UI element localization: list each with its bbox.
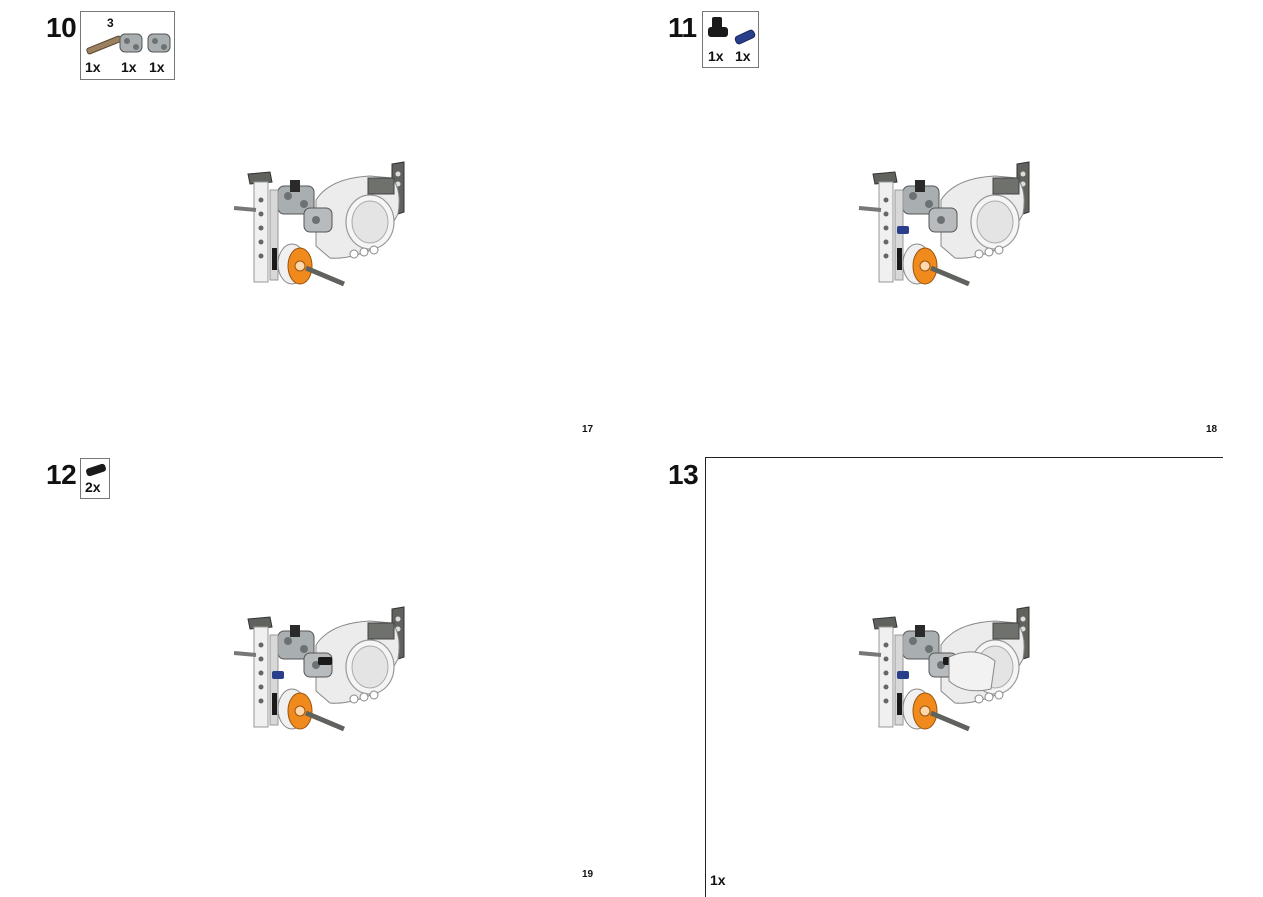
axle-length-label: 3 [107,16,114,30]
assembly-model-step-13 [845,605,1045,735]
page-number: 19 [582,869,594,880]
sub-assembly-frame [705,457,1223,897]
part-quantity: 2x [85,479,101,495]
parts-callout-step-11: 1x 1x [702,11,759,68]
page-number: 17 [582,424,594,435]
step-number-12: 12 [46,459,77,490]
parts-callout-step-12: 2x [80,458,110,499]
step-number-10: 10 [46,12,77,43]
part-quantity: 1x [735,48,751,64]
connector-part-icon [147,33,171,53]
part-quantity: 1x [710,872,726,888]
pin-part-icon [734,29,756,45]
step-number-13: 13 [668,459,699,490]
part-quantity: 1x [121,59,137,75]
parts-callout-step-10: 3 1x 1x 1x [80,11,175,80]
assembly-model-step-12 [220,605,420,735]
pin-part-icon [86,463,106,477]
assembly-model-step-11 [845,160,1045,290]
step-number-11: 11 [668,12,697,43]
part-quantity: 1x [149,59,165,75]
connector-part-icon [708,17,728,37]
part-quantity: 1x [85,59,101,75]
assembly-model-step-10 [220,160,420,290]
part-quantity: 1x [708,48,724,64]
page-number: 18 [1206,424,1218,435]
connector-part-icon [119,33,143,53]
